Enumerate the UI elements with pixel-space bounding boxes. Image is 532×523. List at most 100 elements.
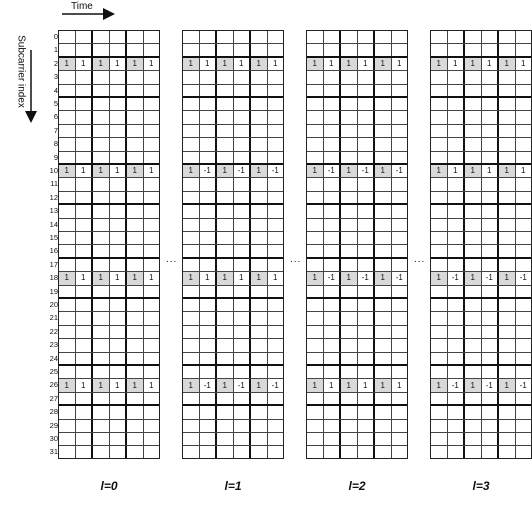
grid-cell: [110, 352, 127, 364]
grid-cell: [93, 191, 110, 204]
row-index-label: 12: [49, 192, 58, 202]
grid-cell: [110, 258, 127, 272]
grid-cell: [127, 71, 144, 84]
pilot-cell: 1: [93, 57, 110, 71]
grid-cell: [251, 31, 268, 44]
subcarrier-row: [431, 111, 531, 125]
pilot-cell: -1: [271, 166, 279, 176]
pilot-cell: 1: [251, 379, 268, 392]
grid-cell: [392, 85, 408, 96]
grid-cell: [358, 98, 375, 111]
grid-cell: [268, 406, 284, 418]
grid-cell: [499, 31, 516, 44]
grid-cell: [465, 44, 482, 56]
grid-cell: [76, 352, 93, 364]
grid-cell: [268, 446, 284, 457]
subcarrier-row: [431, 232, 531, 246]
pilot-cell: 1: [397, 380, 402, 390]
row-index-label: 30: [49, 434, 58, 443]
grid-cell: [183, 111, 200, 124]
grid-cell: [358, 84, 375, 96]
time-axis-label: Time: [71, 1, 93, 12]
grid-cell: [93, 312, 110, 325]
grid-cell: [234, 285, 251, 297]
grid-cell: [183, 339, 200, 352]
grid-cell: [183, 191, 200, 204]
grid-cell: [59, 191, 76, 204]
grid-cell: [217, 111, 234, 124]
grid-cell: [268, 178, 284, 190]
grid-cell: [144, 98, 160, 110]
pilot-cell: 1: [324, 379, 341, 392]
grid-cell: [127, 218, 144, 231]
subcarrier-row: [307, 446, 407, 458]
grid-cell: [251, 71, 268, 84]
grid-cell: [76, 84, 93, 96]
subcarrier-row: [59, 339, 159, 353]
subcarrier-row: [431, 124, 531, 139]
grid-cell: [465, 124, 482, 138]
grid-cell: [375, 312, 392, 325]
grid-cell: [93, 178, 110, 191]
pilot-cell: 1: [448, 57, 465, 71]
grid-cell: [431, 205, 448, 218]
grid-cell: [465, 84, 482, 96]
subcarrier-row: [183, 84, 283, 98]
grid-cell: [482, 392, 499, 405]
grid-cell: [144, 286, 160, 297]
pilot-cell: 1: [307, 379, 324, 392]
grid-cell: [448, 151, 465, 163]
pilot-cell: 1: [499, 57, 516, 71]
grid-cell: [516, 420, 532, 432]
ellipsis: ...: [290, 253, 302, 265]
pilot-cell: 1: [110, 57, 127, 71]
grid-cell: [516, 326, 532, 338]
subcarrier-row: [431, 299, 531, 313]
grid-cell: [110, 406, 127, 419]
subcarrier-row: [307, 406, 407, 420]
grid-cell: [183, 232, 200, 245]
grid-cell: [482, 299, 499, 312]
grid-cell: [93, 31, 110, 44]
pilot-cell: -1: [395, 166, 403, 176]
pilot-cell: 1: [127, 379, 144, 392]
pilot-cell: 1: [499, 272, 516, 285]
grid-cell: [59, 232, 76, 245]
subcarrier-row: [307, 98, 407, 112]
grid-cell: [431, 433, 448, 446]
pilot-cell: 1: [431, 57, 448, 71]
grid-cell: [392, 326, 408, 338]
grid-cell: [448, 205, 465, 218]
grid-cell: [200, 312, 217, 325]
grid-cell: [482, 98, 499, 111]
grid-cell: [375, 446, 392, 458]
grid-cell: [76, 111, 93, 124]
grid-cell: [341, 178, 358, 191]
grid-cell: [358, 339, 375, 352]
grid-cell: [341, 218, 358, 231]
grid-cell: [200, 232, 217, 245]
grid-cell: [127, 433, 144, 446]
subcarrier-row: [307, 205, 407, 219]
grid-cell: [431, 178, 448, 191]
grid-cell: [431, 84, 448, 96]
grid-cell: [127, 339, 144, 352]
grid-cell: [76, 31, 93, 44]
grid-cell: [234, 446, 251, 458]
grid-cell: [234, 191, 251, 204]
grid-cell: [127, 44, 144, 56]
grid-cell: [93, 392, 110, 405]
grid-cell: [200, 433, 217, 446]
grid-cell: [217, 71, 234, 84]
grid-cell: [234, 232, 251, 245]
grid-cell: [251, 433, 268, 446]
grid-cell: [268, 192, 284, 203]
grid-cell: [324, 178, 341, 191]
grid-cell: [127, 258, 144, 272]
subcarrier-row: [307, 178, 407, 192]
grid-cell: [59, 205, 76, 218]
grid-cell: [234, 419, 251, 432]
grid-cell: [392, 152, 408, 163]
grid-cell: [516, 44, 532, 55]
